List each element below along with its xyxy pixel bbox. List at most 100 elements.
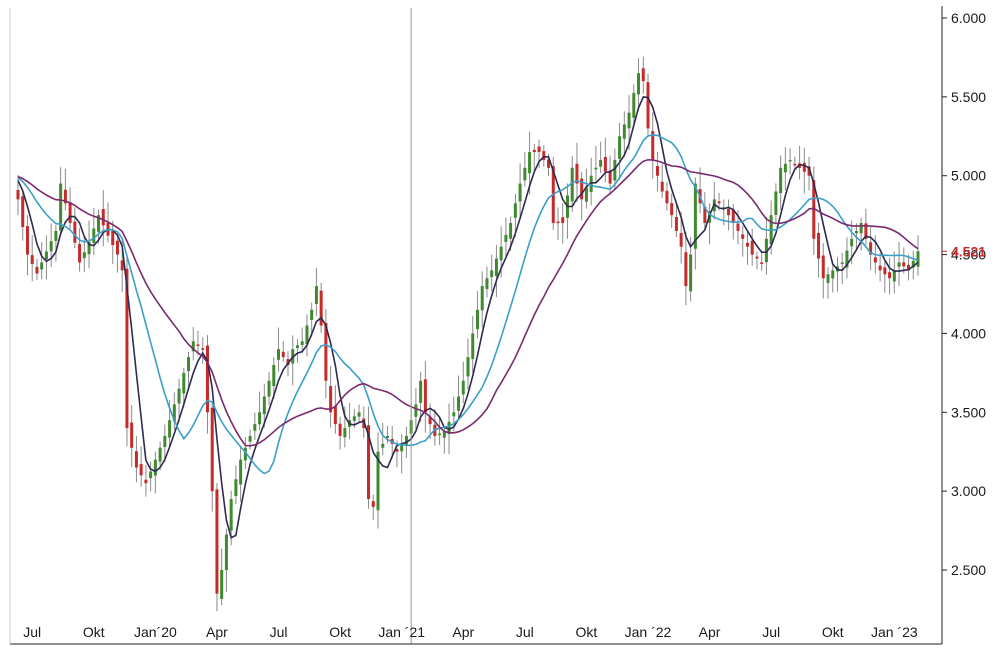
ma-mid-line <box>17 133 919 475</box>
candle-up <box>357 412 361 417</box>
candle-down <box>665 190 669 204</box>
candle-down <box>324 323 328 381</box>
candle-down <box>651 131 655 160</box>
candle-up <box>504 234 508 242</box>
candle-down <box>371 501 375 507</box>
candle-down <box>731 209 735 224</box>
candle-up <box>87 241 91 255</box>
candle-down <box>68 202 72 224</box>
candle-up <box>243 447 247 461</box>
candle-down <box>144 479 148 484</box>
candle-up <box>613 159 617 181</box>
y-tick-label: 3.000 <box>951 483 986 499</box>
candle-up <box>419 380 423 403</box>
candle-up <box>438 433 442 436</box>
candle-down <box>674 216 678 231</box>
candle-down <box>727 208 731 216</box>
candle-up <box>191 341 195 352</box>
x-tick-label: Jan´20 <box>134 624 177 640</box>
candle-down <box>196 344 200 346</box>
candle-up <box>82 252 86 259</box>
candle-down <box>561 217 565 224</box>
candle-up <box>892 270 896 282</box>
candle-up <box>314 286 318 305</box>
candle-down <box>556 221 560 224</box>
candle-up <box>404 435 408 446</box>
candle-down <box>603 157 607 172</box>
candle-up <box>414 404 418 417</box>
candle-up <box>153 459 157 476</box>
candle-up <box>845 250 849 268</box>
candle-down <box>684 252 688 287</box>
candle-down <box>63 189 67 204</box>
candle-down <box>907 264 911 271</box>
candle-up <box>172 404 176 422</box>
candle-up <box>513 203 517 218</box>
candle-down <box>286 359 290 365</box>
candle-up <box>859 223 863 234</box>
candle-up <box>831 270 835 279</box>
y-tick-label: 5.500 <box>951 89 986 105</box>
candle-down <box>367 425 371 500</box>
x-tick-label: Okt <box>822 624 844 640</box>
candle-up <box>916 251 920 267</box>
x-tick-label: Jan ´23 <box>871 624 918 640</box>
axes <box>9 6 943 645</box>
candle-up <box>850 238 854 247</box>
candle-up <box>258 412 262 425</box>
candle-up <box>224 534 228 571</box>
candle-up <box>897 262 901 267</box>
candle-down <box>873 257 877 263</box>
candle-down <box>646 82 650 129</box>
x-tick-label: Jul <box>270 624 288 640</box>
candle-up <box>40 262 44 270</box>
candle-up <box>343 428 347 438</box>
candle-up <box>826 274 830 283</box>
candle-down <box>428 416 432 425</box>
candle-up <box>229 499 233 531</box>
candle-down <box>16 189 20 200</box>
candle-down <box>111 231 115 246</box>
candle-down <box>78 243 82 263</box>
candle-down <box>736 223 740 231</box>
candle-down <box>869 242 873 255</box>
candle-up <box>788 159 792 162</box>
candle-down <box>281 351 285 358</box>
candle-down <box>319 290 323 326</box>
candle-down <box>745 242 749 247</box>
candle-up <box>182 372 186 394</box>
candle-up <box>854 230 858 234</box>
candle-up <box>485 278 489 290</box>
candlestick-series <box>16 56 920 612</box>
candle-down <box>423 379 427 413</box>
candle-up <box>239 459 243 485</box>
candle-down <box>660 181 664 192</box>
x-tick-label: Okt <box>576 624 598 640</box>
candle-up <box>494 258 498 277</box>
candle-up <box>376 451 380 511</box>
x-tick-label: Jul <box>516 624 534 640</box>
y-tick-label: 4.500 <box>951 247 986 263</box>
candle-down <box>210 407 214 492</box>
x-tick-label: Okt <box>329 624 351 640</box>
candle-up <box>220 570 224 599</box>
candle-up <box>352 416 356 421</box>
candle-up <box>272 364 276 387</box>
candle-down <box>812 180 816 239</box>
candle-up <box>385 435 389 438</box>
candle-down <box>205 345 209 413</box>
candle-down <box>537 146 541 153</box>
candle-up <box>295 345 299 349</box>
candle-up <box>779 167 783 194</box>
candle-up <box>509 223 513 239</box>
candle-up <box>158 447 162 462</box>
candle-down <box>115 240 119 255</box>
candle-up <box>267 380 271 397</box>
candle-down <box>547 159 551 168</box>
candle-up <box>471 333 475 359</box>
candle-up <box>594 167 598 170</box>
candle-up <box>627 112 631 129</box>
candle-up <box>490 270 494 278</box>
candle-down <box>120 260 124 271</box>
